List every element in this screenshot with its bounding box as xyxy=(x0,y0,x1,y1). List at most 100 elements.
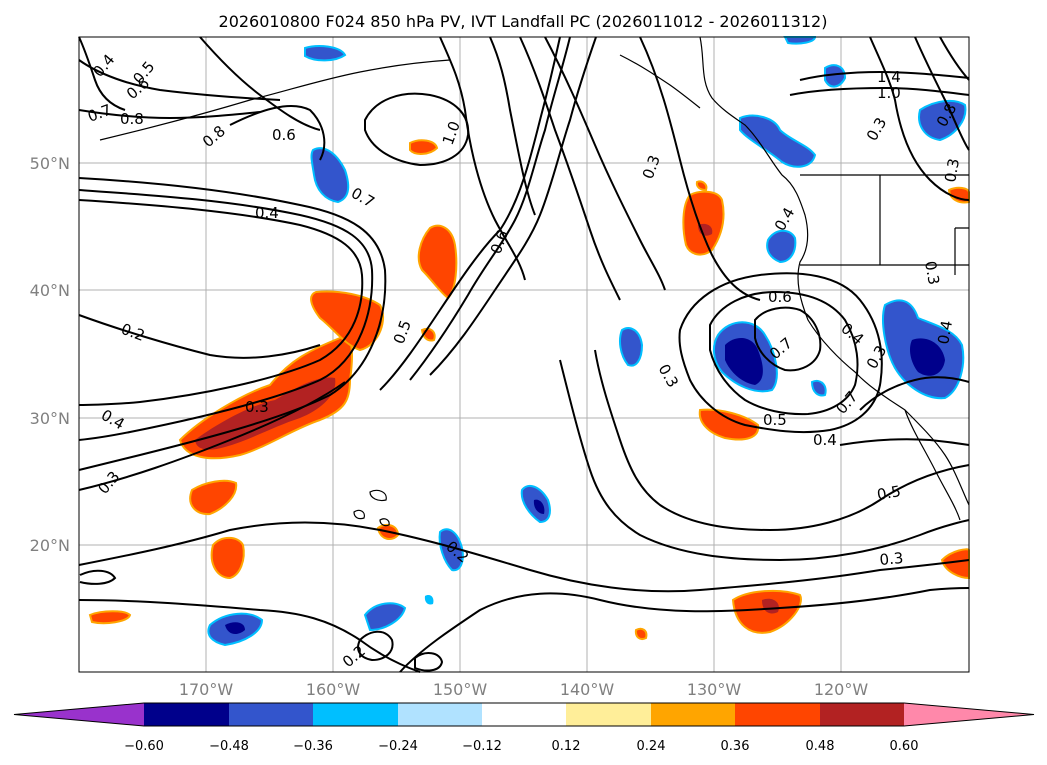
contour-line xyxy=(544,36,666,291)
coast-hawaii-3 xyxy=(379,518,390,527)
contour-label: 1.4 xyxy=(877,68,901,86)
contour-line xyxy=(357,630,394,662)
lon-label: 130°W xyxy=(687,680,742,699)
contour-line xyxy=(199,36,321,131)
shade-neg-14n-core xyxy=(225,622,245,635)
negative-shading xyxy=(207,36,967,647)
contour-label: 0.6 xyxy=(768,288,792,306)
colorbar-swatch xyxy=(144,703,229,726)
contour-line xyxy=(78,59,281,101)
shade-pos-47n xyxy=(409,139,439,155)
contour-label: 0.4 xyxy=(255,204,279,222)
contour-line xyxy=(78,599,421,673)
colorbar-tick-label: 0.24 xyxy=(637,739,666,754)
map-panel: 0.4 0.5 0.6 0.7 0.8 0.8 0.6 1.0 0.3 1.4 … xyxy=(78,36,970,673)
contour-line xyxy=(489,36,536,216)
longitude-labels: 170°W 160°W 150°W 140°W 130°W 120°W xyxy=(179,680,869,699)
colorbar-swatch xyxy=(313,703,398,726)
latitude-labels: 50°N 40°N 30°N 20°N xyxy=(30,154,70,555)
contour-label: 0.5 xyxy=(763,411,787,429)
shade-neg-15n xyxy=(363,602,407,632)
contour-line xyxy=(678,272,883,434)
colorbar-swatch xyxy=(735,703,820,726)
lon-label: 120°W xyxy=(814,680,869,699)
contour-label: 0.5 xyxy=(876,482,903,504)
shade-neg-ne xyxy=(918,99,967,142)
contour-line xyxy=(789,86,970,96)
lat-label: 50°N xyxy=(30,154,70,173)
pv-contours xyxy=(78,36,970,673)
contour-label: 0.3 xyxy=(879,549,904,569)
contour-line xyxy=(754,306,822,372)
contour-line xyxy=(79,569,117,585)
colorbar-swatch xyxy=(398,703,482,726)
contour-line xyxy=(939,36,970,81)
contour-line xyxy=(559,359,970,562)
coast-baja xyxy=(904,409,961,521)
contour-line xyxy=(594,349,970,532)
shade-pos-small1 xyxy=(189,479,238,516)
colorbar-tick-label: −0.60 xyxy=(124,739,164,754)
contour-line xyxy=(869,36,970,201)
contour-label: 1.0 xyxy=(877,84,901,102)
colorbar-swatch xyxy=(14,703,144,726)
colorbar-swatch xyxy=(229,703,313,726)
lat-label: 40°N xyxy=(30,281,70,300)
shade-neg-north xyxy=(310,147,350,204)
contour-line xyxy=(859,376,970,411)
colorbar-swatch xyxy=(651,703,735,726)
contour-line xyxy=(439,36,526,281)
lon-label: 160°W xyxy=(306,680,361,699)
shade-neg-coast1 xyxy=(766,229,797,264)
contour-line xyxy=(914,36,970,151)
coast-hawaii-1 xyxy=(369,489,387,502)
colorbar-tick-label: −0.24 xyxy=(378,739,418,754)
shade-neg-ne2 xyxy=(824,64,847,88)
shade-neg-small xyxy=(810,379,827,397)
contour-line xyxy=(799,70,970,81)
contour-label: 0.4 xyxy=(813,431,837,449)
colorbar-ticks: −0.60 −0.48 −0.36 −0.24 −0.12 0.12 0.24 … xyxy=(124,739,918,754)
contour-line xyxy=(519,36,621,301)
coast-hawaii-2 xyxy=(353,509,365,520)
contour-line xyxy=(639,36,761,301)
colorbar-tick-label: 0.60 xyxy=(890,739,919,754)
colorbar-swatch xyxy=(566,703,651,726)
coast-aleutians xyxy=(99,59,451,141)
contour-line xyxy=(78,36,126,111)
map-title: 2026010800 F024 850 hPa PV, IVT Landfall… xyxy=(219,12,828,31)
contour-line xyxy=(709,290,859,416)
contour-line xyxy=(78,189,374,441)
positive-shading xyxy=(88,139,970,640)
contour-label: 0.4 xyxy=(934,319,956,346)
map-frame xyxy=(78,36,970,673)
contour-line xyxy=(414,652,444,672)
colorbar-tick-label: 0.36 xyxy=(721,739,750,754)
contour-line xyxy=(429,36,597,376)
contour-line xyxy=(409,36,571,381)
colorbar: −0.60 −0.48 −0.36 −0.24 −0.12 0.12 0.24 … xyxy=(13,702,1035,754)
colorbar-tick-label: −0.36 xyxy=(293,739,333,754)
lon-label: 170°W xyxy=(179,680,234,699)
colorbar-swatch xyxy=(482,703,566,726)
contour-line xyxy=(78,521,970,593)
colorbar-tick-label: −0.48 xyxy=(209,739,249,754)
contour-label: 0.6 xyxy=(272,126,296,144)
colorbar-swatch xyxy=(904,703,1034,726)
contour-line xyxy=(839,438,970,446)
shade-neg-21n xyxy=(438,528,464,572)
shade-neg-small2 xyxy=(424,594,434,605)
lon-label: 150°W xyxy=(433,680,488,699)
colorbar-swatches xyxy=(13,702,1035,727)
shade-pos-29n xyxy=(698,408,760,441)
shade-neg-top2 xyxy=(304,45,347,62)
contour-label: 0.3 xyxy=(921,260,943,287)
shade-neg-mid xyxy=(619,327,644,367)
coast-alaska-islands xyxy=(619,54,701,109)
shade-pos-small3 xyxy=(88,610,132,625)
colorbar-swatch xyxy=(820,703,904,726)
coastlines xyxy=(99,36,970,527)
shade-neg-socal-core xyxy=(910,338,945,376)
colorbar-tick-label: −0.12 xyxy=(462,739,502,754)
contour-label: 0.8 xyxy=(120,110,144,128)
